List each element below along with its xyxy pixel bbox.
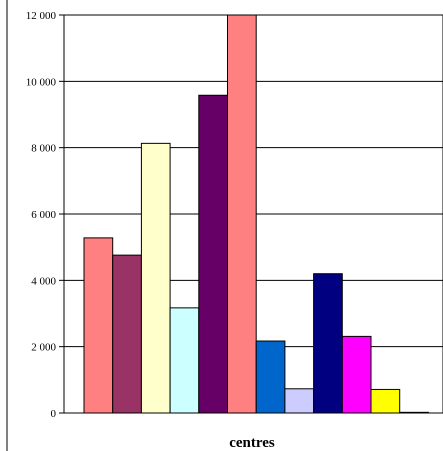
bar-9: [313, 273, 343, 414]
bar-4: [169, 307, 200, 414]
bars: [83, 14, 429, 414]
x-axis-title: centres: [229, 435, 275, 451]
y-tick-label: 10 000: [26, 76, 57, 88]
y-tick-label: 2 000: [31, 342, 56, 354]
y-tick-label: 8 000: [31, 143, 56, 155]
bar-7: [255, 340, 286, 414]
bar-1: [83, 237, 114, 414]
bar-10: [341, 335, 372, 414]
bar-11: [370, 388, 401, 414]
bar-3: [140, 142, 171, 414]
y-tick-label: 4 000: [31, 275, 56, 287]
bar-5: [198, 94, 229, 414]
bar-6: [227, 14, 257, 414]
bar-8: [284, 388, 315, 414]
bar-12: [399, 411, 429, 414]
y-tick-label: 12 000: [26, 10, 57, 22]
bar-2: [112, 254, 142, 414]
y-tick-label: 6 000: [31, 209, 56, 221]
y-tick-label: 0: [51, 408, 57, 420]
